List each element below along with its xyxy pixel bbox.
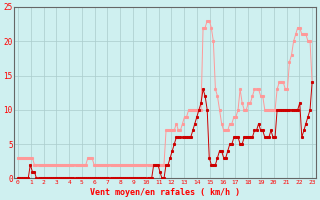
- X-axis label: Vent moyen/en rafales ( km/h ): Vent moyen/en rafales ( km/h ): [90, 188, 240, 197]
